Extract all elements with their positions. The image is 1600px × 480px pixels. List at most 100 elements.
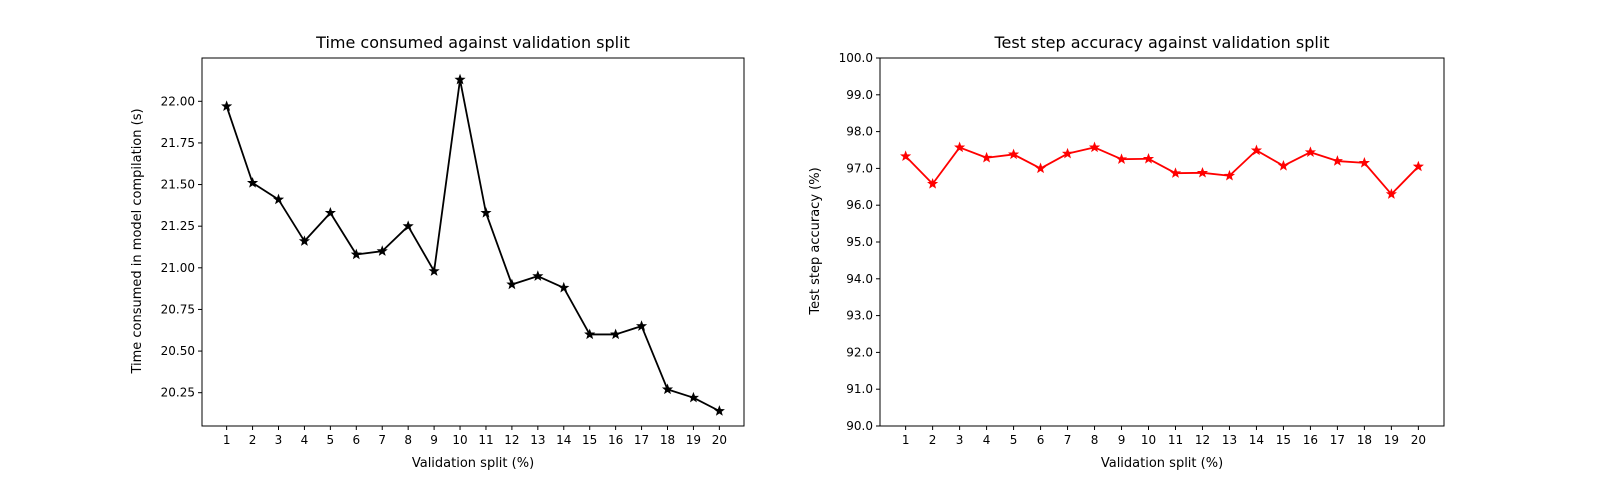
time-chart-data-point — [687, 391, 700, 403]
time-chart-x-tick-label: 15 — [582, 433, 597, 447]
accuracy-chart-y-tick-label: 94.0 — [846, 272, 873, 286]
accuracy-chart-x-axis-label: Validation split (%) — [1101, 456, 1223, 471]
time-chart-data-point — [558, 281, 570, 293]
accuracy-chart-title: Test step accuracy against validation sp… — [993, 33, 1329, 52]
accuracy-chart-data-point — [1142, 152, 1155, 164]
time-chart-data-point — [350, 248, 362, 260]
time-chart-x-tick-label: 2 — [249, 433, 257, 447]
time-chart-x-tick-label: 3 — [275, 433, 283, 447]
accuracy-chart-x-tick-label: 2 — [929, 433, 937, 447]
accuracy-chart-x-tick-label: 17 — [1330, 433, 1345, 447]
accuracy-chart-x-tick-label: 3 — [956, 433, 964, 447]
time-chart-x-tick-label: 7 — [378, 433, 386, 447]
time-chart: Time consumed against validation split V… — [130, 33, 745, 471]
accuracy-chart-x-tick-label: 16 — [1303, 433, 1318, 447]
accuracy-chart-data-point — [1008, 148, 1020, 160]
accuracy-chart-data-point — [1304, 146, 1316, 157]
time-chart-data-point — [246, 177, 259, 188]
time-chart-x-tick-label: 20 — [712, 433, 727, 447]
accuracy-chart-y-tick-label: 98.0 — [846, 125, 873, 139]
accuracy-chart-x-tick-label: 6 — [1037, 433, 1045, 447]
accuracy-chart-data-point — [1412, 160, 1424, 172]
time-chart-series-line — [225, 78, 720, 412]
time-chart-marks: 1 2 3 4 5 6 7 8 9 10 11 12 13 14 15 16 17 18 19 2020.2520.5… — [161, 73, 727, 447]
time-chart-x-tick-label: 19 — [686, 433, 701, 447]
accuracy-chart-x-tick-label: 19 — [1384, 433, 1399, 447]
accuracy-chart-data-point — [954, 141, 966, 153]
time-chart-x-tick-label: 11 — [478, 433, 493, 447]
time-chart-x-tick-label: 12 — [504, 433, 519, 447]
time-chart-x-tick-label: 4 — [301, 433, 309, 447]
time-chart-x-tick-label: 8 — [404, 433, 412, 447]
accuracy-chart-data-point — [1223, 169, 1236, 181]
time-chart-y-tick-label: 20.25 — [161, 386, 195, 400]
accuracy-chart-y-tick-label: 91.0 — [846, 382, 873, 396]
time-chart-y-tick-label: 21.50 — [161, 178, 195, 192]
accuracy-chart-x-tick-label: 11 — [1168, 433, 1183, 447]
accuracy-chart-x-tick-label: 5 — [1010, 433, 1018, 447]
time-chart-data-point — [480, 207, 492, 218]
time-chart-x-tick-label: 14 — [556, 433, 571, 447]
time-chart-data-point — [584, 328, 596, 340]
accuracy-chart-y-tick-label: 100.0 — [839, 51, 873, 65]
time-chart-plot-frame — [201, 57, 745, 427]
accuracy-chart-x-tick-label: 9 — [1118, 433, 1126, 447]
time-chart-title: Time consumed against validation split — [315, 33, 630, 52]
time-chart-y-tick-label: 20.75 — [161, 302, 195, 316]
time-chart-data-point — [506, 278, 518, 290]
accuracy-chart-data-point — [900, 150, 912, 161]
time-chart-y-tick-label: 22.00 — [161, 94, 195, 108]
accuracy-chart-x-tick-label: 4 — [983, 433, 991, 447]
time-chart-data-point — [713, 405, 725, 416]
time-chart-x-tick-label: 17 — [634, 433, 649, 447]
accuracy-chart-y-tick-label: 92.0 — [846, 345, 873, 359]
accuracy-chart-data-point — [1088, 141, 1101, 153]
accuracy-chart-data-point — [1061, 147, 1074, 159]
accuracy-chart-data-point — [1034, 162, 1047, 174]
time-chart-data-point — [402, 220, 414, 231]
accuracy-chart-x-tick-label: 15 — [1276, 433, 1291, 447]
accuracy-chart-data-point — [1385, 188, 1397, 199]
accuracy-chart-data-point — [981, 151, 993, 163]
time-chart-data-point — [610, 328, 622, 340]
time-chart-y-tick-label: 20.50 — [161, 344, 195, 358]
accuracy-chart-plot-frame — [879, 57, 1445, 427]
time-chart-data-point — [376, 245, 388, 256]
time-chart-x-tick-label: 9 — [430, 433, 438, 447]
accuracy-chart-data-point — [1169, 167, 1182, 178]
time-chart-x-axis-label: Validation split (%) — [412, 456, 534, 471]
time-chart-data-point — [635, 320, 648, 331]
accuracy-chart-y-tick-label: 97.0 — [846, 161, 873, 175]
accuracy-chart-y-tick-label: 93.0 — [846, 309, 873, 323]
time-chart-y-axis-label: Time consumed in model compilation (s) — [130, 108, 145, 374]
accuracy-chart: Test step accuracy against validation sp… — [808, 33, 1445, 471]
time-chart-x-tick-label: 18 — [660, 433, 675, 447]
accuracy-chart-data-point — [1331, 155, 1343, 166]
time-chart-x-tick-label: 1 — [223, 433, 231, 447]
accuracy-chart-y-tick-label: 96.0 — [846, 198, 873, 212]
time-chart-y-tick-label: 21.75 — [161, 136, 195, 150]
accuracy-chart-x-tick-label: 13 — [1222, 433, 1237, 447]
time-chart-data-point — [298, 235, 311, 246]
time-chart-data-point — [272, 193, 285, 205]
time-chart-data-point — [532, 270, 544, 281]
accuracy-chart-y-axis-label: Test step accuracy (%) — [808, 167, 823, 315]
time-chart-y-tick-label: 21.25 — [161, 219, 195, 233]
accuracy-chart-data-point — [1115, 153, 1128, 164]
time-chart-data-point — [324, 207, 336, 218]
accuracy-chart-data-point — [1196, 166, 1209, 178]
time-chart-x-tick-label: 5 — [327, 433, 335, 447]
accuracy-chart-x-tick-label: 7 — [1064, 433, 1072, 447]
time-chart-data-point — [428, 265, 440, 276]
accuracy-chart-marks: 1 2 3 4 5 6 7 8 9 10 11 12 13 14 15 16 17 18 19 2090.091.09… — [839, 51, 1426, 447]
accuracy-chart-data-point — [1250, 144, 1263, 156]
time-chart-x-tick-label: 6 — [352, 433, 360, 447]
accuracy-chart-x-tick-label: 12 — [1195, 433, 1210, 447]
accuracy-chart-data-point — [1358, 157, 1370, 168]
accuracy-chart-x-tick-label: 1 — [902, 433, 910, 447]
time-chart-x-tick-label: 10 — [452, 433, 467, 447]
accuracy-chart-x-tick-label: 10 — [1141, 433, 1156, 447]
accuracy-chart-x-tick-label: 20 — [1411, 433, 1426, 447]
